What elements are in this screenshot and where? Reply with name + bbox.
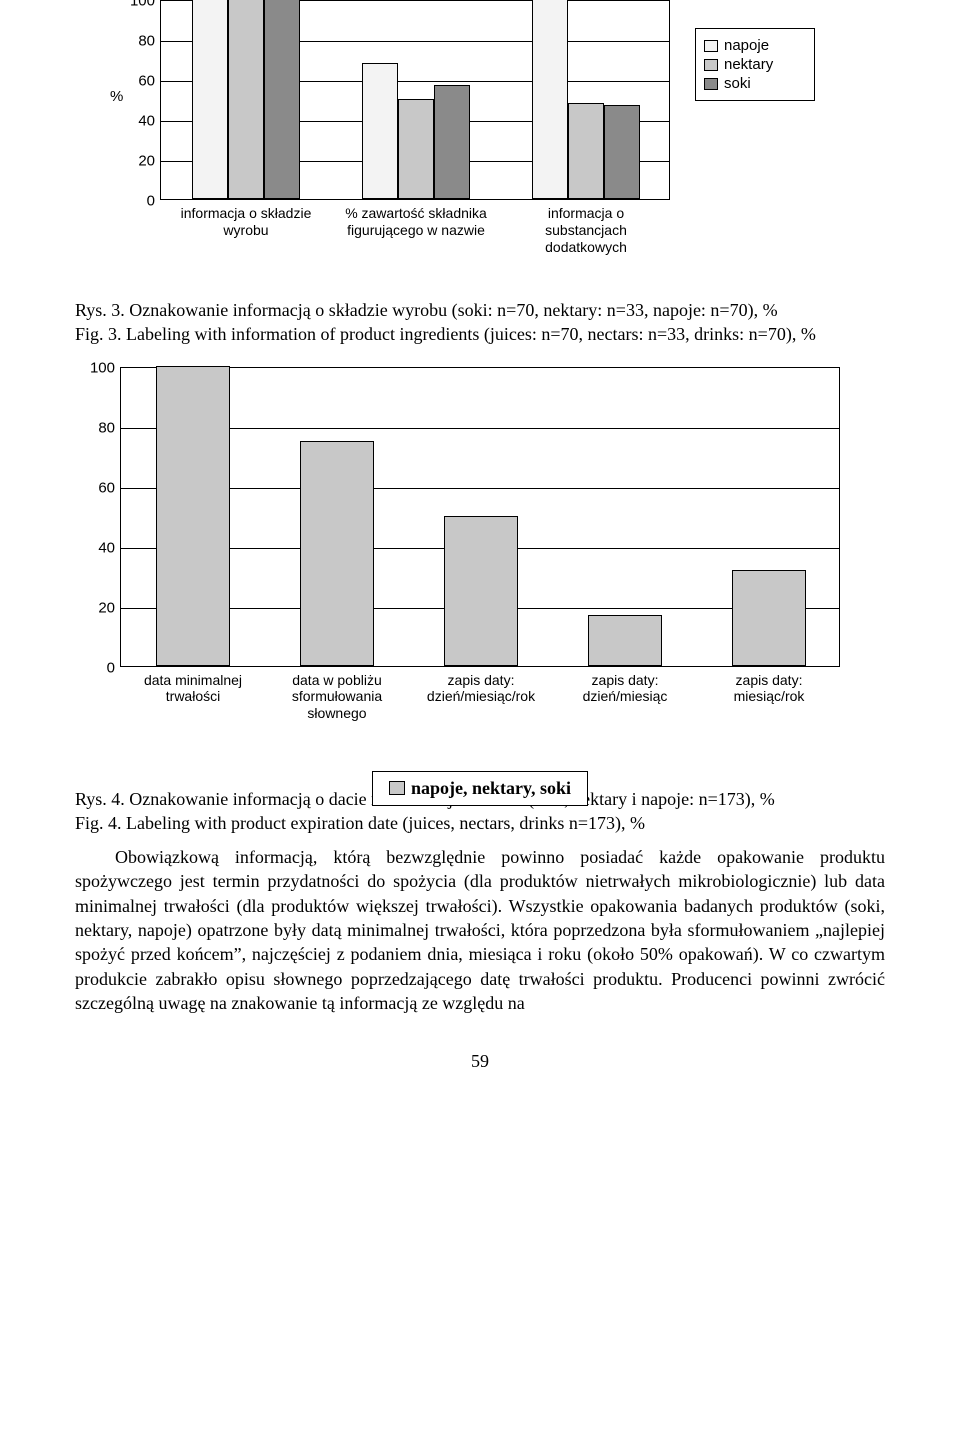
chart1-ytick-label: 40 [138,113,155,130]
chart1-ylabel: % [110,88,123,105]
chart1-bar [228,0,264,199]
page-number: 59 [75,1051,885,1072]
chart2-xtick-label: data minimalnej trwałości [118,672,268,706]
chart1-legend-swatch [704,59,718,71]
chart2-ytick-label: 100 [90,359,115,376]
chart2-legend: napoje, nektary, soki [372,771,588,806]
chart1-bar [532,0,568,199]
chart2-bar [156,366,230,666]
chart1-legend: napoje nektary soki [695,28,815,101]
chart2-bar [300,441,374,666]
chart1-legend-label: soki [724,75,751,92]
chart2-bar [444,516,518,666]
chart1-ytick-label: 60 [138,73,155,90]
chart1-legend-row: napoje [704,37,804,54]
body-text-content: Obowiązkową informacją, którą bezwzględn… [75,847,885,1013]
chart1-plot-area: 020406080100informacja o składzie wyrobu… [160,0,670,200]
chart1-bar [192,0,228,199]
chart1-xtick-label: % zawartość składnika figurującego w naz… [326,205,506,239]
chart1-legend-swatch [704,40,718,52]
chart2-ytick-label: 60 [98,479,115,496]
caption1-line2: Fig. 3. Labeling with information of pro… [75,324,816,344]
chart1-legend-label: nektary [724,56,773,73]
chart1-legend-row: nektary [704,56,804,73]
chart1-ytick-label: 80 [138,33,155,50]
chart1-bar [362,63,398,199]
chart1-bar [398,99,434,199]
chart2-xtick-label: data w pobliżu sformułowania słownego [262,672,412,722]
chart1-bar [604,105,640,199]
chart1-ytick-label: 100 [130,0,155,10]
chart2-xtick-label: zapis daty: miesiąc/rok [694,672,844,706]
chart1-xtick-label: informacja o składzie wyrobu [156,205,336,239]
body-text: Obowiązkową informacją, którą bezwzględn… [75,845,885,1015]
chart1-bar [264,0,300,199]
chart1-legend-label: napoje [724,37,769,54]
chart1: 0 20 40 60 80 100 informacja o składzie wyrobu… [105,0,885,270]
chart2-bar [588,615,662,666]
chart2-ytick-label: 80 [98,419,115,436]
chart2-xtick-label: zapis daty: dzień/miesiąc/rok [406,672,556,706]
chart1-bar [434,85,470,199]
chart2-bar [732,570,806,666]
chart2-ytick-label: 20 [98,599,115,616]
chart1-bar [568,103,604,199]
chart2-legend-label: napoje, nektary, soki [411,778,571,799]
chart2: 020406080100data minimalnej trwałościdat… [75,367,885,747]
chart2-ytick-label: 40 [98,539,115,556]
chart1-legend-row: soki [704,75,804,92]
chart2-plot-area: 020406080100data minimalnej trwałościdat… [120,367,840,667]
chart1-ytick-label: 20 [138,153,155,170]
chart2-legend-swatch [389,781,405,795]
caption1: Rys. 3. Oznakowanie informacją o składzi… [75,298,885,347]
chart1-legend-swatch [704,78,718,90]
chart1-ytick-label: 0 [147,193,155,210]
chart2-xtick-label: zapis daty: dzień/miesiąc [550,672,700,706]
caption2-line2: Fig. 4. Labeling with product expiration… [75,813,645,833]
chart1-xtick-label: informacja o substancjach dodatkowych [496,205,676,255]
caption1-line1: Rys. 3. Oznakowanie informacją o składzi… [75,300,778,320]
chart2-ytick-label: 0 [107,659,115,676]
